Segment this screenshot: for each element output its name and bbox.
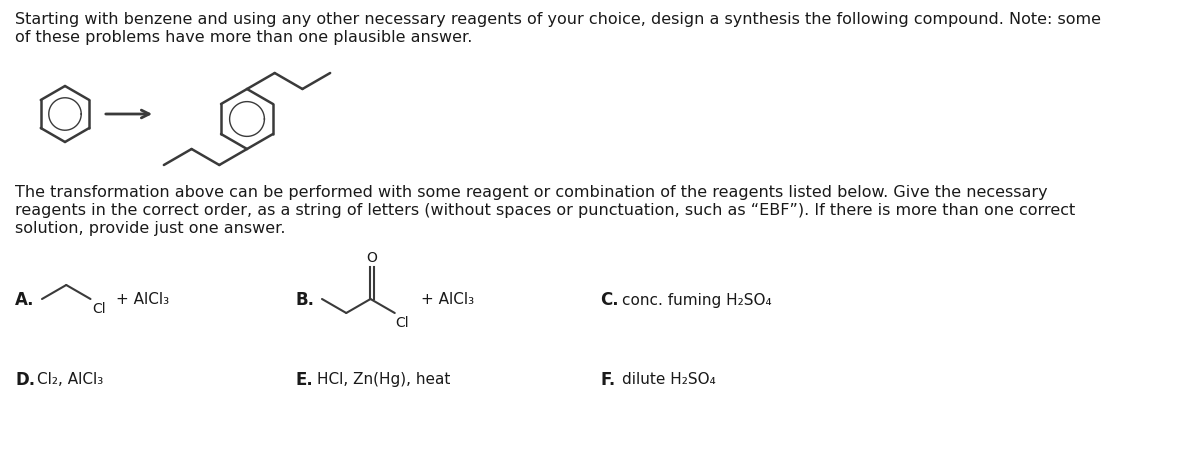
Text: solution, provide just one answer.: solution, provide just one answer. [16, 221, 286, 235]
Text: D.: D. [16, 370, 35, 388]
Text: of these problems have more than one plausible answer.: of these problems have more than one pla… [16, 30, 473, 45]
Text: Cl: Cl [396, 315, 409, 329]
Text: HCl, Zn(Hg), heat: HCl, Zn(Hg), heat [317, 372, 450, 387]
Text: O: O [366, 250, 377, 264]
Text: Starting with benzene and using any other necessary reagents of your choice, des: Starting with benzene and using any othe… [16, 12, 1102, 27]
Text: Cl: Cl [92, 301, 106, 315]
Text: dilute H₂SO₄: dilute H₂SO₄ [622, 372, 715, 387]
Text: C.: C. [600, 290, 619, 308]
Text: conc. fuming H₂SO₄: conc. fuming H₂SO₄ [622, 292, 772, 307]
Text: B.: B. [295, 290, 314, 308]
Text: + AlCl₃: + AlCl₃ [421, 292, 474, 307]
Text: Cl₂, AlCl₃: Cl₂, AlCl₃ [37, 372, 103, 387]
Text: + AlCl₃: + AlCl₃ [116, 292, 169, 307]
Text: A.: A. [16, 290, 35, 308]
Text: The transformation above can be performed with some reagent or combination of th: The transformation above can be performe… [16, 184, 1048, 199]
Text: E.: E. [295, 370, 313, 388]
Text: F.: F. [600, 370, 616, 388]
Text: reagents in the correct order, as a string of letters (without spaces or punctua: reagents in the correct order, as a stri… [16, 202, 1075, 217]
